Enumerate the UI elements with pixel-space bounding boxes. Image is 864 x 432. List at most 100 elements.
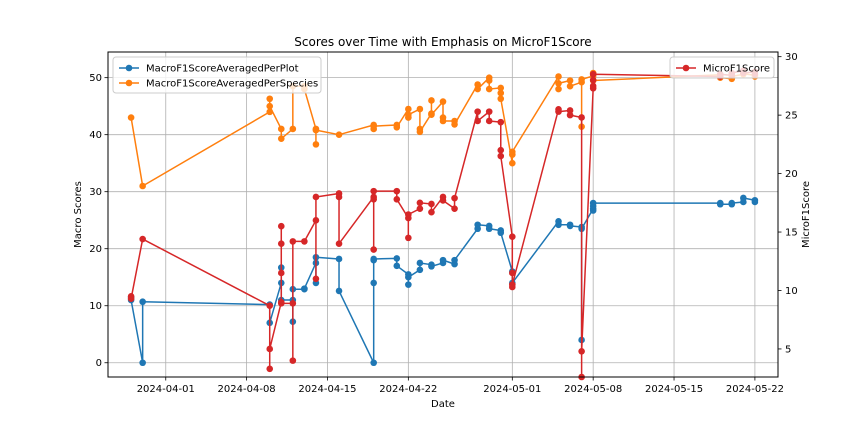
chart-title: Scores over Time with Emphasis on MicroF… <box>294 35 591 49</box>
data-point <box>451 194 458 202</box>
data-point <box>335 131 343 138</box>
data-point <box>289 300 297 307</box>
data-point <box>555 108 562 115</box>
data-point <box>566 111 574 119</box>
data-point <box>139 298 146 306</box>
data-point <box>555 73 562 80</box>
data-point <box>335 193 343 201</box>
data-point <box>555 221 562 229</box>
data-point <box>497 95 505 103</box>
data-point <box>289 238 297 245</box>
data-point <box>416 128 424 136</box>
x-tick-label: 2024-04-01 <box>137 384 195 395</box>
data-point <box>405 234 412 242</box>
data-point <box>474 85 481 93</box>
data-point <box>485 117 493 125</box>
data-point <box>589 82 597 90</box>
data-point <box>416 199 424 207</box>
data-point <box>370 255 377 263</box>
data-point <box>393 196 401 203</box>
data-point <box>405 211 412 218</box>
data-point <box>277 222 285 230</box>
data-point <box>335 255 343 263</box>
y2-axis-title: MicroF1Score <box>801 181 812 248</box>
data-point <box>370 196 377 203</box>
data-point <box>509 269 516 277</box>
data-point <box>416 105 424 113</box>
legend-box <box>669 56 775 79</box>
data-point <box>370 246 377 253</box>
data-point <box>566 77 574 84</box>
data-point <box>728 199 736 207</box>
x-axis: 2024-04-01 2024-04-08 2024-04-15 2024-04-22… <box>137 377 784 395</box>
data-point <box>485 108 493 115</box>
data-point <box>428 263 435 270</box>
data-point <box>289 357 297 364</box>
legend-right: MicroF1Score <box>669 56 775 79</box>
data-point <box>416 266 424 274</box>
data-point <box>393 187 401 195</box>
data-point <box>578 76 585 83</box>
x-tick-label: 2024-04-22 <box>379 384 437 395</box>
data-point <box>370 187 377 195</box>
data-point <box>277 240 285 248</box>
y2-tick-label: 10 <box>785 286 798 297</box>
data-point <box>474 221 481 229</box>
data-point <box>139 235 146 243</box>
y-axis-right: 5 10 15 20 25 30 <box>778 52 798 355</box>
data-point <box>451 205 458 212</box>
data-point <box>405 111 412 119</box>
data-point <box>312 193 320 201</box>
data-point <box>497 118 505 126</box>
data-point <box>566 222 574 230</box>
data-point <box>370 279 377 287</box>
legend-swatch-marker <box>125 64 133 72</box>
legend-box <box>112 56 322 94</box>
data-point <box>416 205 424 212</box>
data-point <box>277 300 285 307</box>
data-point <box>474 108 481 115</box>
y2-tick-label: 15 <box>785 228 798 239</box>
data-point <box>266 345 274 353</box>
data-point <box>497 146 505 154</box>
data-point <box>566 82 574 90</box>
data-point <box>393 123 401 131</box>
data-point <box>589 76 597 84</box>
data-point <box>266 365 274 373</box>
legend-label: MacroF1ScoreAveragedPerSpecies <box>146 79 318 90</box>
data-point <box>497 84 505 92</box>
data-point <box>335 287 343 295</box>
data-point <box>312 141 320 148</box>
data-point <box>277 269 285 277</box>
y-tick-label: 40 <box>89 130 102 141</box>
data-point <box>716 200 724 208</box>
series-layer <box>127 67 759 381</box>
legend-label: MicroF1Score <box>703 64 770 75</box>
data-point <box>509 281 516 288</box>
data-point <box>589 199 597 207</box>
y-tick-label: 0 <box>96 358 102 369</box>
data-point <box>301 285 308 292</box>
x-axis-title: Date <box>431 399 455 410</box>
y2-tick-label: 20 <box>785 169 798 180</box>
plot-frame <box>107 51 779 378</box>
data-point <box>289 125 297 133</box>
data-point <box>497 229 505 237</box>
data-point <box>416 259 424 267</box>
x-tick-label: 2024-05-01 <box>483 384 541 395</box>
data-point <box>139 359 146 367</box>
data-point <box>497 152 505 160</box>
data-point <box>439 98 447 105</box>
y-tick-label: 10 <box>89 301 102 312</box>
y-tick-label: 50 <box>89 73 102 84</box>
x-tick-label: 2024-04-08 <box>218 384 276 395</box>
data-point <box>266 95 274 103</box>
series-line-microf1score <box>130 69 756 378</box>
data-point <box>509 148 516 156</box>
data-point <box>393 255 401 262</box>
y-axis-title: Macro Scores <box>73 181 84 248</box>
data-point <box>439 256 447 264</box>
data-point <box>370 359 377 367</box>
y-tick-label: 20 <box>89 244 102 255</box>
data-point <box>439 197 447 204</box>
